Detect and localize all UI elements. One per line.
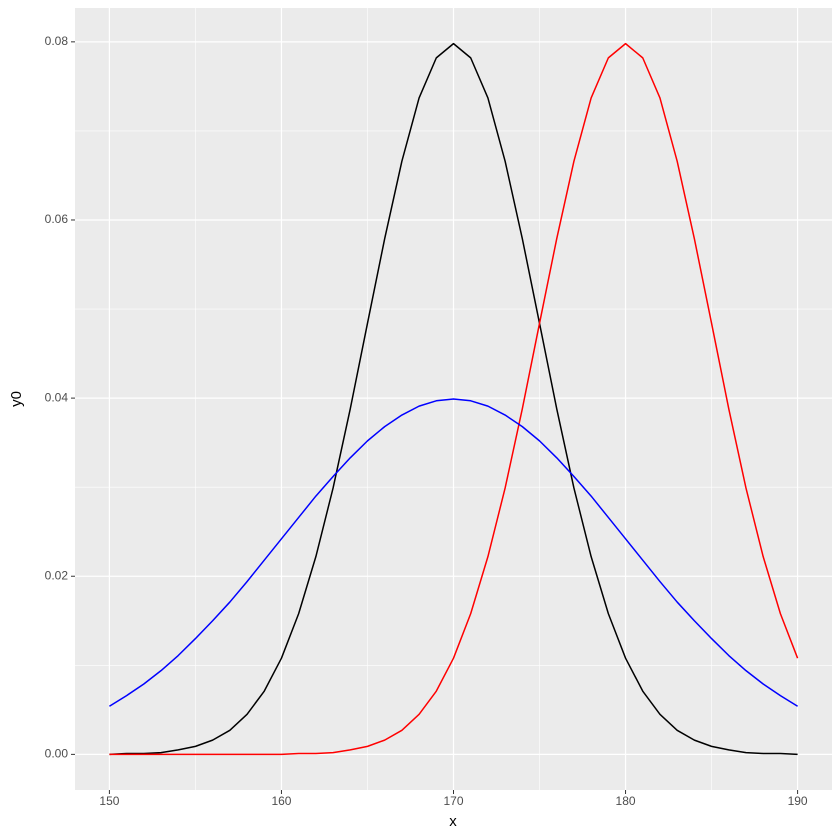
y-tick-label: 0.00 (45, 747, 69, 761)
x-tick-label: 150 (99, 794, 119, 808)
y-tick-label: 0.08 (45, 34, 69, 48)
y-axis-title: y0 (8, 391, 25, 407)
y-tick-label: 0.02 (45, 568, 69, 582)
series-line (109, 42, 798, 756)
x-tick-label: 160 (271, 794, 291, 808)
x-tick-label: 180 (616, 794, 636, 808)
y-tick-label: 0.06 (45, 212, 69, 226)
x-tick-label: 190 (788, 794, 808, 808)
x-axis-title: x (449, 813, 457, 830)
y-tick-label: 0.04 (45, 390, 69, 404)
x-tick-label: 170 (443, 794, 463, 808)
series-line (109, 398, 798, 707)
series-line (109, 42, 799, 756)
